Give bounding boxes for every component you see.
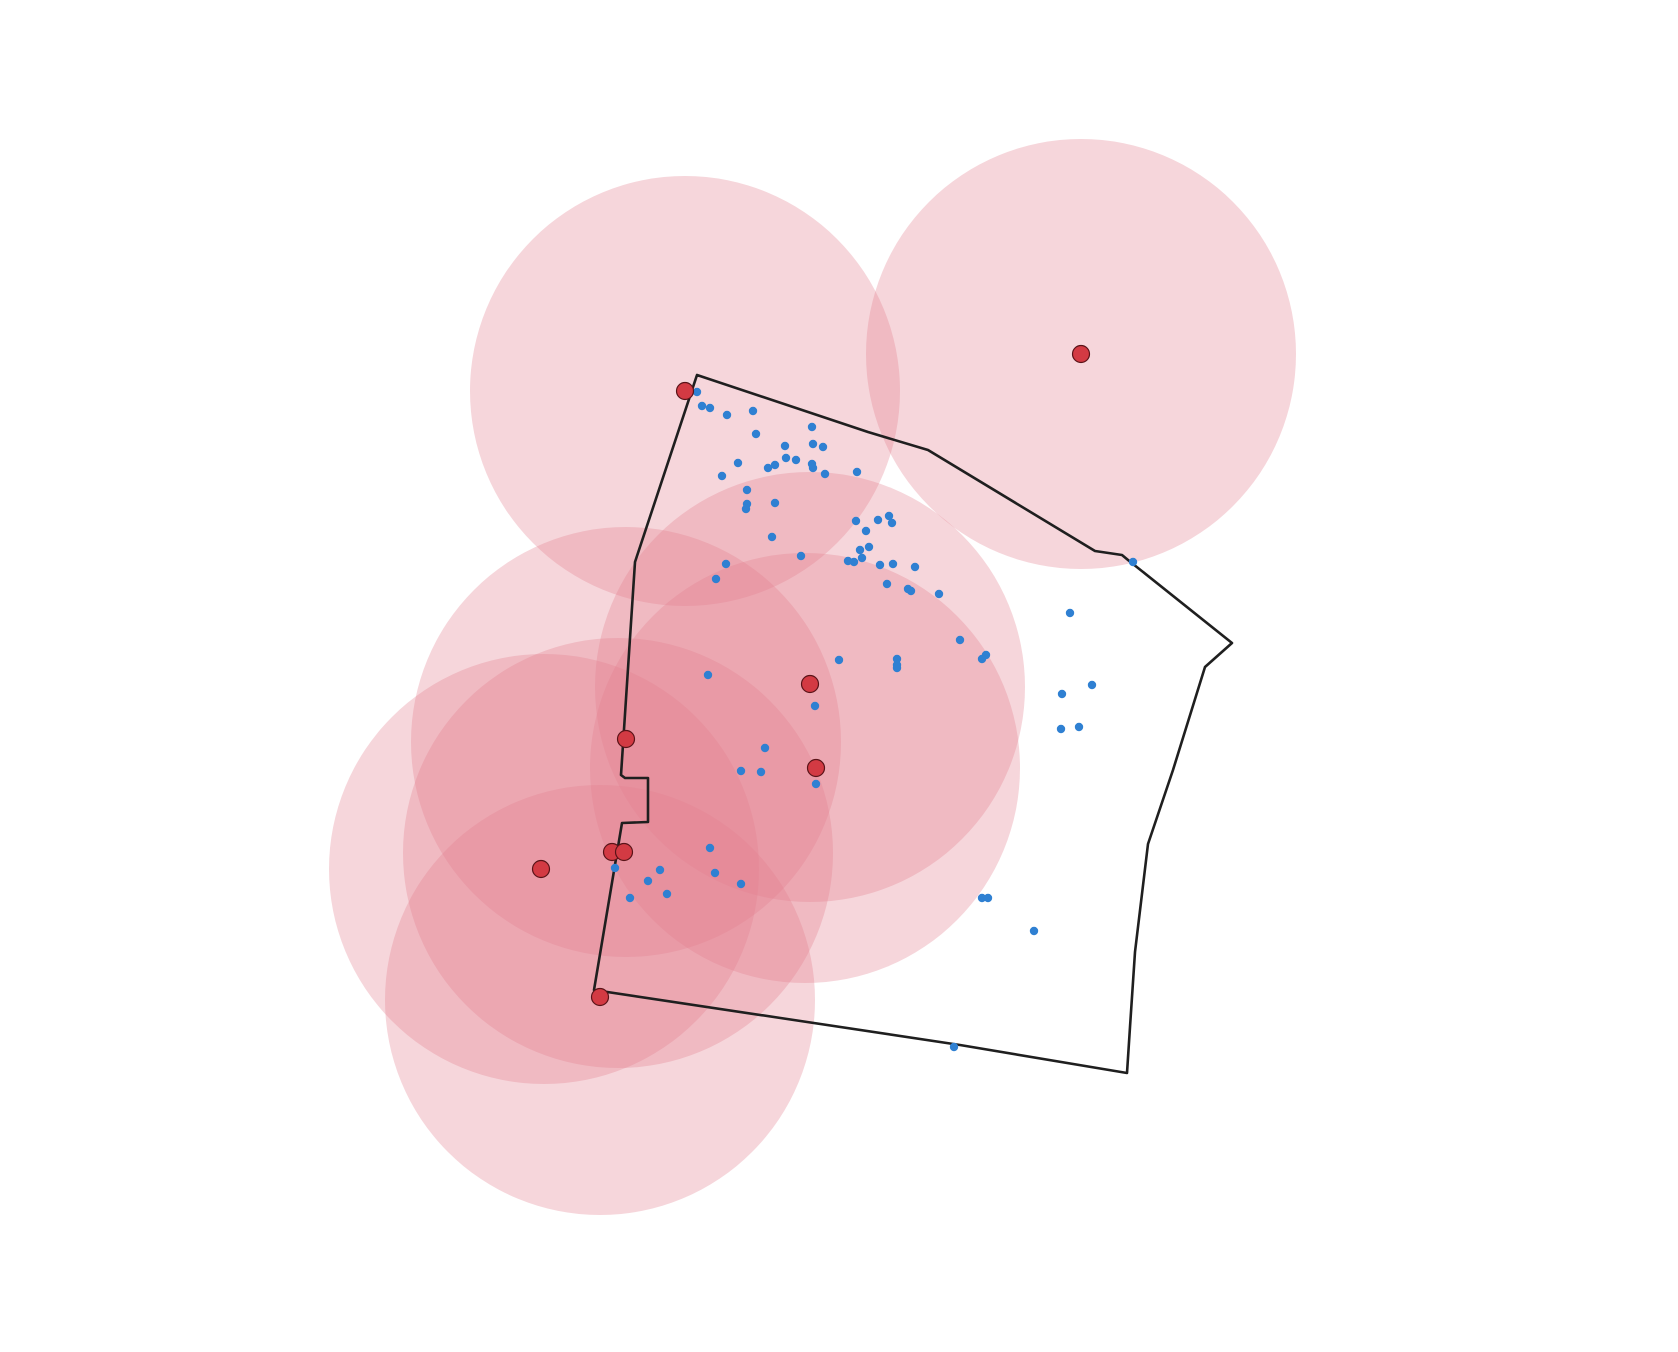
point-marker: [977, 654, 987, 664]
point-marker: [781, 453, 791, 463]
point-marker: [888, 559, 898, 569]
point-marker: [763, 463, 773, 473]
site-marker: [1071, 344, 1091, 364]
point-marker: [864, 542, 874, 552]
point-marker: [748, 406, 758, 416]
point-marker: [887, 518, 897, 528]
point-marker: [882, 579, 892, 589]
point-marker: [934, 589, 944, 599]
point-marker: [733, 458, 743, 468]
point-marker: [741, 504, 751, 514]
point-marker: [875, 560, 885, 570]
site-marker: [590, 987, 610, 1007]
site-marker: [616, 729, 636, 749]
point-marker: [1029, 926, 1039, 936]
point-marker: [692, 387, 702, 397]
point-marker: [722, 410, 732, 420]
point-marker: [742, 485, 752, 495]
point-marker: [655, 865, 665, 875]
point-marker: [1057, 689, 1067, 699]
points-layer: [610, 387, 1138, 1052]
point-marker: [861, 526, 871, 536]
point-marker: [892, 660, 902, 670]
point-marker: [903, 584, 913, 594]
point-marker: [892, 654, 902, 664]
point-marker: [770, 460, 780, 470]
point-marker: [721, 559, 731, 569]
point-marker: [780, 441, 790, 451]
point-marker: [983, 893, 993, 903]
point-marker: [949, 1042, 959, 1052]
site-marker: [806, 758, 826, 778]
point-marker: [705, 403, 715, 413]
point-marker: [808, 463, 818, 473]
site-marker: [800, 674, 820, 694]
point-marker: [851, 516, 861, 526]
point-marker: [711, 574, 721, 584]
point-marker: [811, 779, 821, 789]
site-marker: [531, 859, 551, 879]
point-marker: [736, 879, 746, 889]
point-marker: [1087, 680, 1097, 690]
point-marker: [751, 429, 761, 439]
point-marker: [977, 893, 987, 903]
point-marker: [873, 515, 883, 525]
point-marker: [852, 467, 862, 477]
site-marker: [675, 381, 695, 401]
point-marker: [756, 767, 766, 777]
point-marker: [843, 556, 853, 566]
point-marker: [1065, 608, 1075, 618]
point-marker: [1128, 557, 1138, 567]
point-marker: [820, 469, 830, 479]
point-marker: [855, 545, 865, 555]
site-marker: [614, 842, 634, 862]
point-marker: [1056, 724, 1066, 734]
point-marker: [770, 498, 780, 508]
point-marker: [662, 889, 672, 899]
point-marker: [910, 562, 920, 572]
point-marker: [710, 868, 720, 878]
point-marker: [808, 439, 818, 449]
point-marker: [643, 876, 653, 886]
buffer-zone: [590, 553, 1020, 983]
boundary-polygon: [592, 373, 1234, 1075]
point-marker: [796, 551, 806, 561]
point-marker: [834, 655, 844, 665]
point-marker: [760, 743, 770, 753]
point-marker: [717, 471, 727, 481]
point-marker: [807, 422, 817, 432]
point-marker: [1074, 722, 1084, 732]
point-marker: [955, 635, 965, 645]
point-marker: [767, 532, 777, 542]
point-marker: [736, 766, 746, 776]
point-marker: [625, 893, 635, 903]
point-marker: [818, 442, 828, 452]
point-marker: [610, 863, 620, 873]
point-marker: [791, 455, 801, 465]
point-marker: [884, 511, 894, 521]
sites-layer: [531, 344, 1091, 1007]
point-marker: [703, 670, 713, 680]
point-marker: [810, 701, 820, 711]
point-marker: [705, 843, 715, 853]
point-marker: [857, 553, 867, 563]
point-marker: [697, 401, 707, 411]
